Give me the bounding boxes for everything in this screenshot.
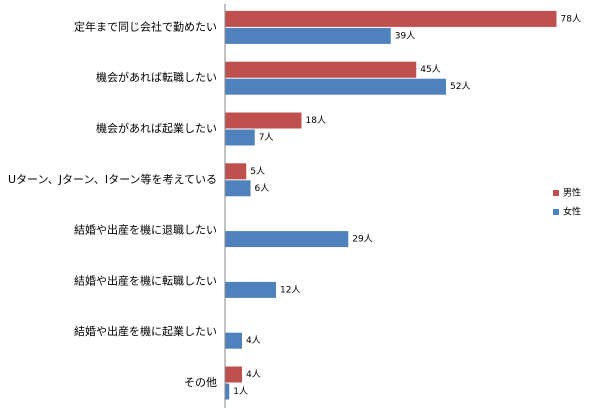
data-label: 29人 (352, 234, 372, 245)
category-label: 機会があれば起業したい (96, 121, 217, 135)
data-label: 18人 (306, 115, 326, 126)
data-label: 52人 (450, 81, 470, 92)
data-label: 45人 (420, 64, 440, 75)
data-label: 7人 (259, 132, 274, 143)
category-label: 機会があれば転職したい (96, 70, 217, 84)
bar-female (225, 27, 391, 44)
data-label: 4人 (246, 335, 261, 346)
bar-female (225, 231, 349, 248)
category-label: Uターン、Jターン、Iターン等を考えている (8, 172, 217, 186)
data-label: 4人 (246, 369, 261, 380)
category-label: 結婚や出産を機に転職したい (74, 273, 217, 287)
bar-female (225, 383, 230, 400)
data-label: 5人 (250, 166, 265, 177)
bar-female (225, 78, 446, 95)
bar-male (225, 163, 247, 180)
bar-male (225, 366, 242, 383)
legend-label: 男性 (563, 187, 581, 199)
data-label: 1人 (233, 386, 248, 397)
category-label: 定年まで同じ会社で勤めたい (74, 19, 217, 33)
legend-label: 女性 (563, 206, 581, 218)
bar-male (225, 61, 417, 78)
legend-swatch (553, 190, 559, 196)
value-labels: 78人 39人 45人 52人 18人 7人 5人 6人 29人 12人 4人 4人 1人 (233, 13, 581, 397)
category-label: 結婚や出産を機に起業したい (74, 324, 217, 338)
category-label: その他 (184, 376, 217, 389)
bar-female (225, 180, 251, 197)
data-label: 78人 (561, 13, 581, 24)
data-label: 12人 (280, 284, 300, 295)
bars (225, 10, 557, 400)
bar-female (225, 281, 276, 298)
data-label: 39人 (395, 30, 415, 41)
bar-female (225, 129, 255, 146)
category-label: 結婚や出産を機に退職したい (74, 223, 217, 237)
bar-male (225, 10, 557, 27)
data-label: 6人 (255, 183, 270, 194)
legend-swatch (553, 209, 559, 215)
bar-female (225, 332, 242, 349)
bar-male (225, 112, 302, 129)
